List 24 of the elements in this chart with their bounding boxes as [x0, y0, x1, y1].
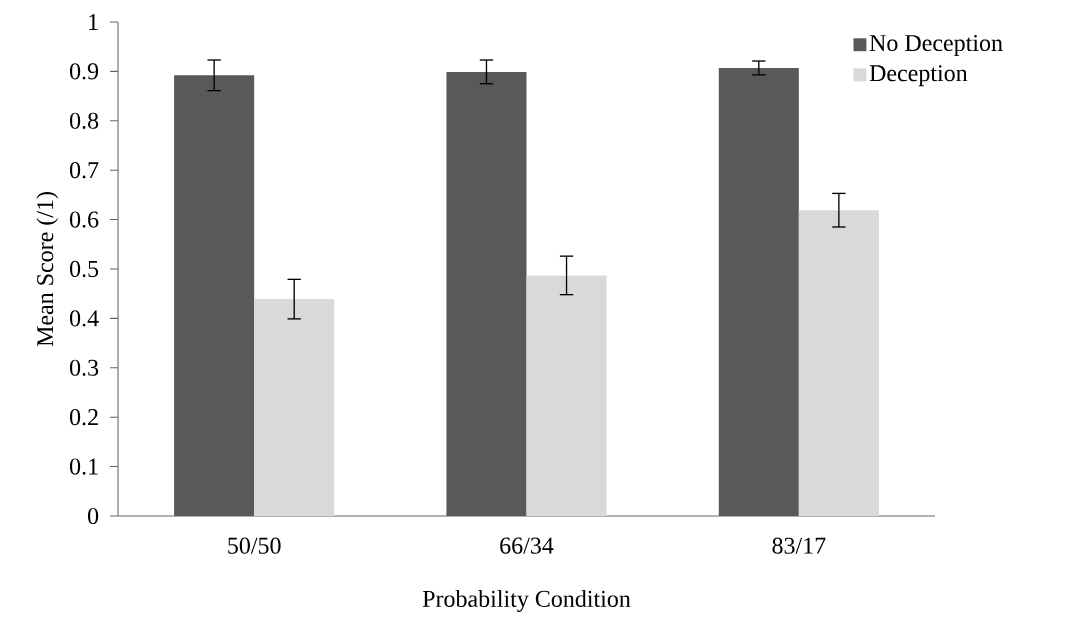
y-tick-label: 0.1 [69, 458, 98, 475]
y-tick-label: 0.2 [69, 409, 98, 426]
y-tick-label: 0 [87, 507, 99, 525]
bar [254, 299, 335, 516]
y-tick-label: 0.6 [69, 211, 99, 228]
bar [798, 210, 879, 516]
bar [446, 71, 527, 516]
y-tick-label: 0.7 [69, 162, 99, 179]
bar [526, 275, 607, 516]
y-tick-label: 0.9 [69, 63, 99, 80]
legend-label: Deception [869, 65, 968, 87]
y-tick-label: 1 [89, 14, 98, 30]
y-tick-label: 0.5 [69, 260, 99, 278]
x-tick-label: 83/17 [772, 537, 826, 554]
x-tick-label: 50/50 [228, 537, 281, 554]
x-tick-label: 66/34 [500, 537, 554, 554]
bar [718, 67, 799, 516]
y-tick-label: 0.3 [69, 359, 99, 376]
y-axis-title: Mean Score (/1) [36, 192, 59, 347]
x-axis-title: Probability Condition [422, 590, 631, 612]
legend-label: No Deception [869, 35, 1003, 56]
bar [174, 75, 255, 516]
y-tick-label: 0.8 [69, 112, 99, 129]
y-tick-label: 0.4 [69, 310, 99, 327]
